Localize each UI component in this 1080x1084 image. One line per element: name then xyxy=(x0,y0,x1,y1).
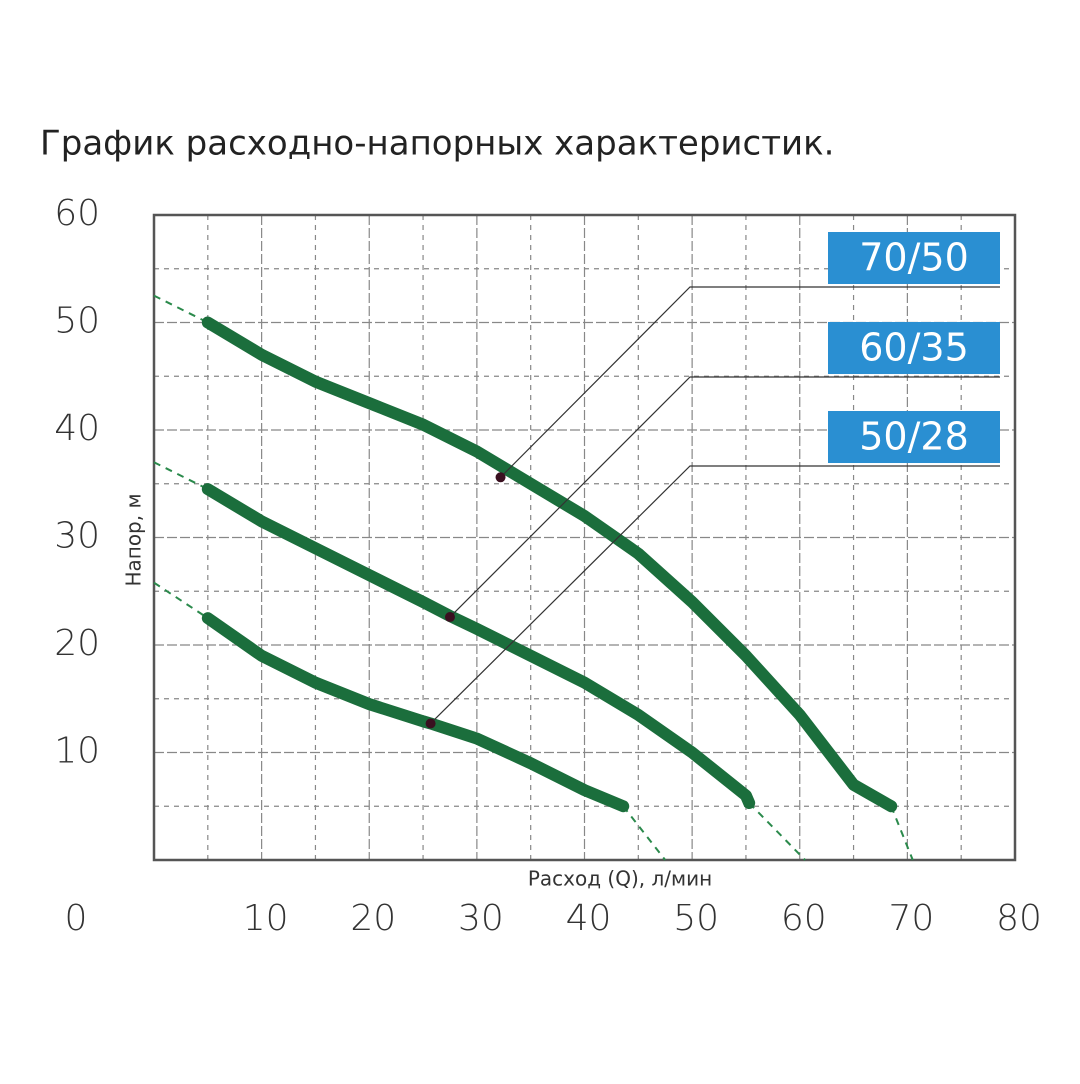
x-tick-label: 70 xyxy=(888,898,934,939)
leader-line xyxy=(449,376,1000,618)
y-tick-label: 40 xyxy=(54,408,100,449)
x-tick-label: 60 xyxy=(781,898,827,939)
x-tick-label: 40 xyxy=(566,898,612,939)
curve xyxy=(201,483,756,810)
legend-label: 60/35 xyxy=(859,326,969,370)
extrapolated-line xyxy=(153,581,209,619)
operating-point xyxy=(425,718,436,729)
chart-title: График расходно-напорных характеристик. xyxy=(40,124,834,164)
y-tick-label: 60 xyxy=(54,193,100,234)
y-tick-label: 10 xyxy=(54,731,100,772)
x-axis-label: Расход (Q), л/мин xyxy=(528,867,712,891)
legend-label: 70/50 xyxy=(859,236,969,280)
extrapolated-line xyxy=(748,802,806,861)
plot: 70/50 60/35 50/28 xyxy=(153,232,1000,861)
y-tick-label: 30 xyxy=(54,516,100,557)
operating-point xyxy=(444,612,455,623)
y-axis-label: Напор, м xyxy=(122,493,146,586)
x-tick-label: 0 xyxy=(65,898,88,939)
y-tick-label: 20 xyxy=(54,623,100,664)
plot-frame xyxy=(152,213,1017,862)
x-tick-label: 80 xyxy=(996,898,1042,939)
curve xyxy=(201,316,898,813)
operating-point xyxy=(495,472,506,483)
x-tick-label: 10 xyxy=(243,898,289,939)
x-tick-label: 20 xyxy=(350,898,396,939)
extrapolated-line xyxy=(153,461,209,491)
leader-line xyxy=(500,286,1000,478)
extrapolated-line xyxy=(890,805,914,861)
extrapolated-line xyxy=(622,805,667,861)
x-tick-label: 50 xyxy=(673,898,719,939)
legend-box xyxy=(828,411,1000,463)
legend-box xyxy=(828,322,1000,374)
legend-box xyxy=(828,232,1000,284)
leader-line xyxy=(430,465,1000,724)
x-tick-label: 30 xyxy=(458,898,504,939)
y-tick-label: 50 xyxy=(54,301,100,342)
legend-label: 50/28 xyxy=(859,415,969,459)
extrapolated-line xyxy=(153,294,209,324)
